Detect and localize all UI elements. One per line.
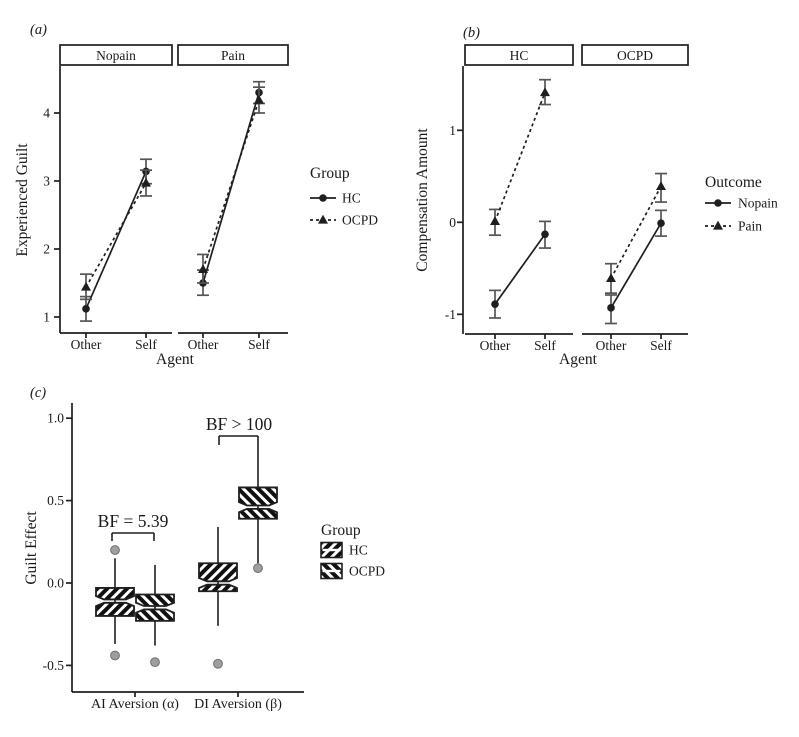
boxplot-box (238, 486, 278, 507)
facet-strip-label: Nopain (96, 48, 136, 63)
x-tick-label: Other (596, 338, 627, 353)
axis-title-x: Agent (559, 351, 598, 368)
facet-strip-label: HC (510, 48, 529, 63)
boxplot-box (95, 587, 135, 601)
series-line (85, 171, 147, 310)
data-point-circle (491, 300, 499, 308)
bf-annotation: BF > 100 (206, 414, 273, 434)
data-point-triangle (254, 94, 264, 104)
outlier-point (213, 658, 223, 669)
facet-strip (59, 44, 173, 66)
x-tick-label: Self (135, 337, 157, 352)
x-tick-label: Self (534, 338, 556, 353)
axis-title-y: Experienced Guilt (14, 143, 31, 257)
data-point-circle (319, 194, 327, 202)
series-line (494, 92, 546, 222)
facet-strip-label: OCPD (617, 48, 653, 63)
axis-title-x: Agent (156, 351, 195, 368)
outlier-point (110, 545, 120, 555)
data-point-triangle (656, 181, 666, 191)
y-tick-label: 0 (449, 215, 456, 230)
series-line (494, 233, 546, 305)
legend-title: Group (321, 522, 361, 539)
outlier-point (150, 657, 160, 668)
data-point-triangle (198, 264, 208, 273)
facet-strip (177, 44, 289, 66)
legend-title: Group (310, 165, 350, 182)
data-point-circle (714, 199, 722, 207)
series-line (202, 92, 260, 284)
y-tick-label: 1 (43, 310, 50, 325)
boxplot-box (135, 608, 175, 622)
x-tick-label: Other (480, 338, 511, 353)
y-tick-label: -0.5 (43, 658, 65, 673)
legend-entry-label: HC (349, 543, 368, 558)
legend-entry-label: OCPD (349, 564, 385, 579)
y-tick-label: 0.0 (47, 576, 64, 591)
boxplot-box (95, 601, 135, 617)
axis-title-y: Compensation Amount (414, 128, 431, 272)
y-tick-label: 0.5 (47, 493, 64, 508)
x-tick-label: DI Aversion (β) (194, 697, 282, 712)
boxplot-box (135, 593, 175, 607)
series-line (202, 99, 260, 270)
data-point-triangle (490, 216, 500, 225)
boxplot-box (238, 507, 278, 520)
x-tick-label: Other (71, 337, 102, 352)
data-point-triangle (713, 220, 723, 230)
data-point-circle (541, 230, 549, 239)
panel-letter: (b) (463, 25, 480, 41)
boxplot-box (198, 583, 238, 593)
data-point-triangle (606, 273, 616, 283)
x-tick-label: Self (650, 338, 672, 353)
y-tick-label: 1.0 (47, 411, 64, 426)
outlier-point (110, 650, 120, 661)
legend-entry-label: Nopain (738, 196, 778, 211)
x-tick-label: Self (248, 337, 270, 352)
legend-key-median (322, 569, 341, 573)
bf-annotation: BF = 5.39 (98, 511, 169, 531)
x-tick-label: Other (188, 337, 219, 352)
facet-strip (581, 44, 689, 66)
series-line (85, 182, 147, 288)
legend-key-median (322, 548, 341, 552)
panel-letter: (c) (30, 385, 46, 401)
legend-entry-label: OCPD (342, 213, 378, 228)
x-tick-label: AI Aversion (α) (91, 697, 179, 712)
y-tick-label: 4 (43, 106, 50, 121)
data-point-circle (607, 304, 615, 312)
y-tick-label: 3 (43, 174, 50, 189)
data-point-circle (82, 305, 90, 313)
y-tick-label: 2 (43, 242, 50, 257)
panel-letter: (a) (30, 22, 47, 38)
series-line (610, 222, 662, 309)
data-point-circle (657, 219, 665, 228)
y-tick-label: 1 (449, 123, 456, 138)
data-point-triangle (81, 281, 91, 291)
facet-strip-label: Pain (221, 48, 245, 63)
facet-strip (464, 44, 574, 66)
boxplot-box (198, 562, 238, 583)
data-point-triangle (540, 87, 550, 97)
legend-entry-label: Pain (738, 219, 762, 234)
legend-title: Outcome (705, 174, 762, 191)
axis-title-y: Guilt Effect (23, 511, 40, 585)
y-tick-label: -1 (445, 307, 456, 322)
data-point-triangle (141, 177, 151, 187)
legend-entry-label: HC (342, 191, 361, 206)
outlier-point (253, 563, 263, 574)
data-point-triangle (318, 214, 328, 224)
